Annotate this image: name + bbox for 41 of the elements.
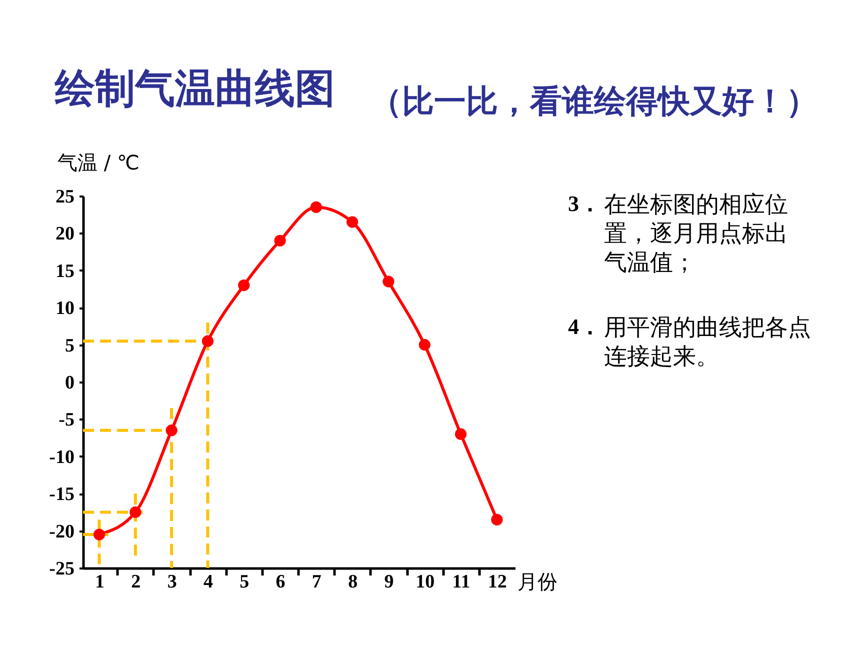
x-tick-label: 4 — [203, 572, 214, 592]
point — [491, 514, 503, 526]
text: 3．在坐标图的相应位置，逐月用点标出气温值； — [568, 191, 788, 276]
y-tick-label: 25 — [56, 186, 74, 208]
y-tick-label: -25 — [49, 558, 74, 580]
x-axis-title: 月份 — [518, 570, 558, 594]
point — [454, 428, 467, 440]
y-tick-label: 0 — [65, 372, 74, 394]
y-tick-label: -5 — [58, 410, 74, 431]
point — [166, 424, 178, 436]
text: 4．用平滑的曲线把各点连接起来。 — [568, 314, 811, 370]
y-tick-label: 15 — [56, 260, 74, 282]
y-axis-title: 气温 / ℃ — [58, 150, 140, 174]
x-tick-label: 6 — [276, 572, 286, 592]
point — [310, 201, 322, 213]
point — [346, 216, 358, 228]
point — [130, 506, 142, 518]
x-tick-label: 8 — [348, 572, 358, 592]
text: （比一比，看谁绘得快又好！） — [370, 82, 818, 120]
x-tick-label: 3 — [167, 572, 177, 592]
y-tick-label: 20 — [56, 224, 74, 245]
point — [382, 276, 394, 288]
y-tick-label: -15 — [49, 484, 74, 506]
point — [93, 528, 106, 540]
x-tick-label: 9 — [384, 572, 394, 592]
x-tick-label: 2 — [131, 572, 141, 592]
x-tick-label: 7 — [312, 572, 322, 592]
chart-title: 绘制气温曲线图 — [54, 66, 335, 112]
y-tick-label: 10 — [56, 298, 74, 320]
x-tick-label: 1 — [95, 572, 105, 592]
point — [274, 234, 286, 246]
y-tick-label: -10 — [49, 446, 74, 468]
y-tick-label: 5 — [65, 335, 74, 356]
point — [418, 339, 430, 351]
x-tick-label: 5 — [240, 572, 250, 592]
y-tick-label: -20 — [49, 521, 74, 542]
x-tick-label: 11 — [452, 572, 470, 592]
point — [238, 279, 250, 292]
x-tick-label: 12 — [488, 572, 507, 592]
x-tick-label: 10 — [416, 572, 435, 592]
point — [202, 335, 214, 347]
